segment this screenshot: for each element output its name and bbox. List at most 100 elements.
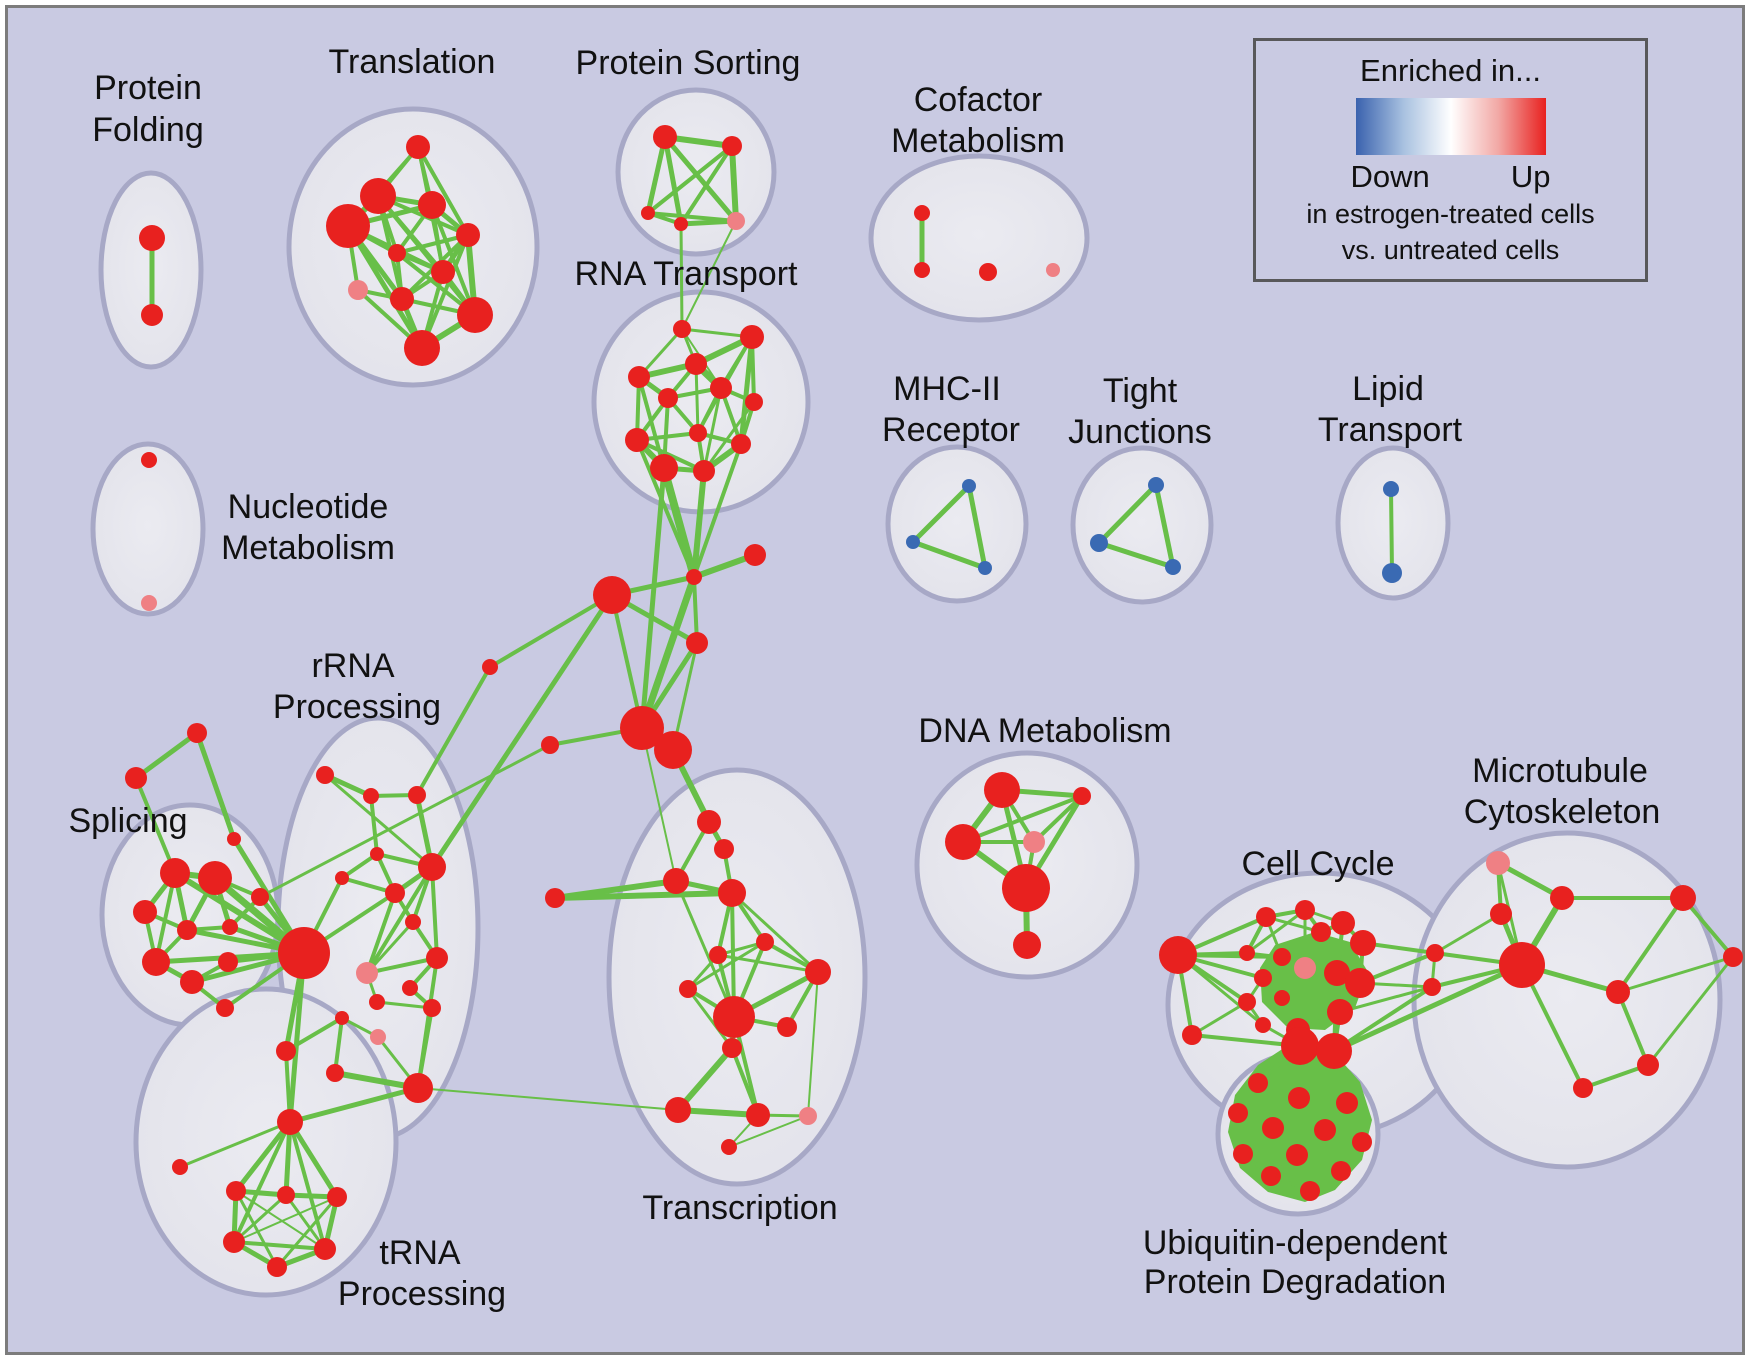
node-d1 [984,772,1020,808]
node-mt6 [1637,1054,1659,1076]
node-t10 [457,297,493,333]
edge [365,956,439,975]
cluster-label-microtubule-cytoskeleton: Microtubule [1472,752,1648,790]
edge [416,145,470,237]
edge [728,1115,809,1148]
node-sp2 [198,861,232,895]
edge [395,233,470,255]
edge [275,1195,339,1269]
node-u7 [1233,1144,1253,1164]
node-r8 [689,424,707,442]
node-mtl1 [1426,944,1444,962]
node-r12 [693,460,715,482]
node-c4 [1046,263,1060,277]
node-u9 [1352,1132,1372,1152]
node-r4 [628,366,650,388]
node-rg [385,883,405,903]
edge [233,1119,293,1194]
edge [694,362,700,435]
node-cc11 [1254,969,1272,987]
node-mt7 [1573,1078,1593,1098]
edge [679,144,734,226]
node-n1 [141,452,157,468]
node-tx1 [697,810,721,834]
node-tne [223,1231,245,1253]
node-s1 [653,125,677,149]
node-spB [125,767,147,789]
edge [691,468,707,580]
cluster-label-ubiquitin-degradation: Protein Degradation [1144,1263,1446,1301]
node-cch1 [1281,1027,1319,1065]
edge [233,1196,338,1243]
edge [645,134,668,216]
edge [675,1107,761,1118]
node-pf1 [139,225,165,251]
cluster-label-protein-folding: Protein [94,69,202,107]
edge [662,134,684,227]
node-m3 [686,632,708,654]
node-t9 [390,287,414,311]
edge [686,940,767,991]
node-r9 [625,428,649,452]
edge [1096,482,1159,546]
node-d5 [1002,864,1050,912]
node-sp9 [180,970,204,994]
cluster-label-protein-folding: Folding [92,111,204,149]
edge [284,1193,327,1251]
node-s2 [722,136,742,156]
edge [1331,962,1525,1054]
node-tnd [327,1187,347,1207]
node-spA [187,723,207,743]
node-t5 [456,223,480,247]
node-b3 [978,561,992,575]
legend: Enriched in... Down Up in estrogen-treat… [1253,38,1648,282]
edge [429,592,615,870]
edge [488,593,614,669]
edge [1153,482,1176,570]
edge [340,852,379,880]
node-d2 [1073,787,1091,805]
edge [1646,955,1735,1067]
cluster-label-translation: Translation [329,43,496,81]
node-tnc [277,1186,295,1204]
node-t1 [406,135,430,159]
node-MTH [1499,942,1545,988]
cluster-label-tight-junctions: Tight [1103,372,1178,410]
edge [961,794,1084,844]
node-tx9 [777,1017,797,1037]
edge [284,1016,344,1053]
edge [552,890,735,901]
node-sp1 [160,858,190,888]
node-mt4 [1670,885,1696,911]
node-t3 [418,191,446,219]
node-rf [418,853,446,881]
edge [610,593,644,730]
node-mt5 [1723,947,1743,967]
edge [287,1119,340,1200]
edge [1616,896,1685,994]
edge [807,971,819,1117]
node-cc9 [1273,948,1291,966]
cluster-label-trna-processing: Processing [338,1275,506,1313]
node-bh2 [654,731,692,769]
edge [1245,908,1307,955]
node-m6 [545,888,565,908]
node-c1 [914,205,930,221]
node-tx5 [709,946,727,964]
edge [729,143,739,224]
node-cc16 [1327,999,1353,1025]
edge [258,743,552,899]
edge [692,442,743,579]
edge [323,773,434,869]
node-cc7 [1331,911,1355,935]
edge [675,1045,735,1113]
edge [1495,860,1565,901]
node-rl [403,1073,433,1103]
node-b1 [962,479,976,493]
edge [417,1087,679,1111]
edge [287,1085,421,1125]
node-b2 [906,535,920,549]
node-tnf [314,1238,336,1260]
node-u3 [1336,1092,1358,1114]
